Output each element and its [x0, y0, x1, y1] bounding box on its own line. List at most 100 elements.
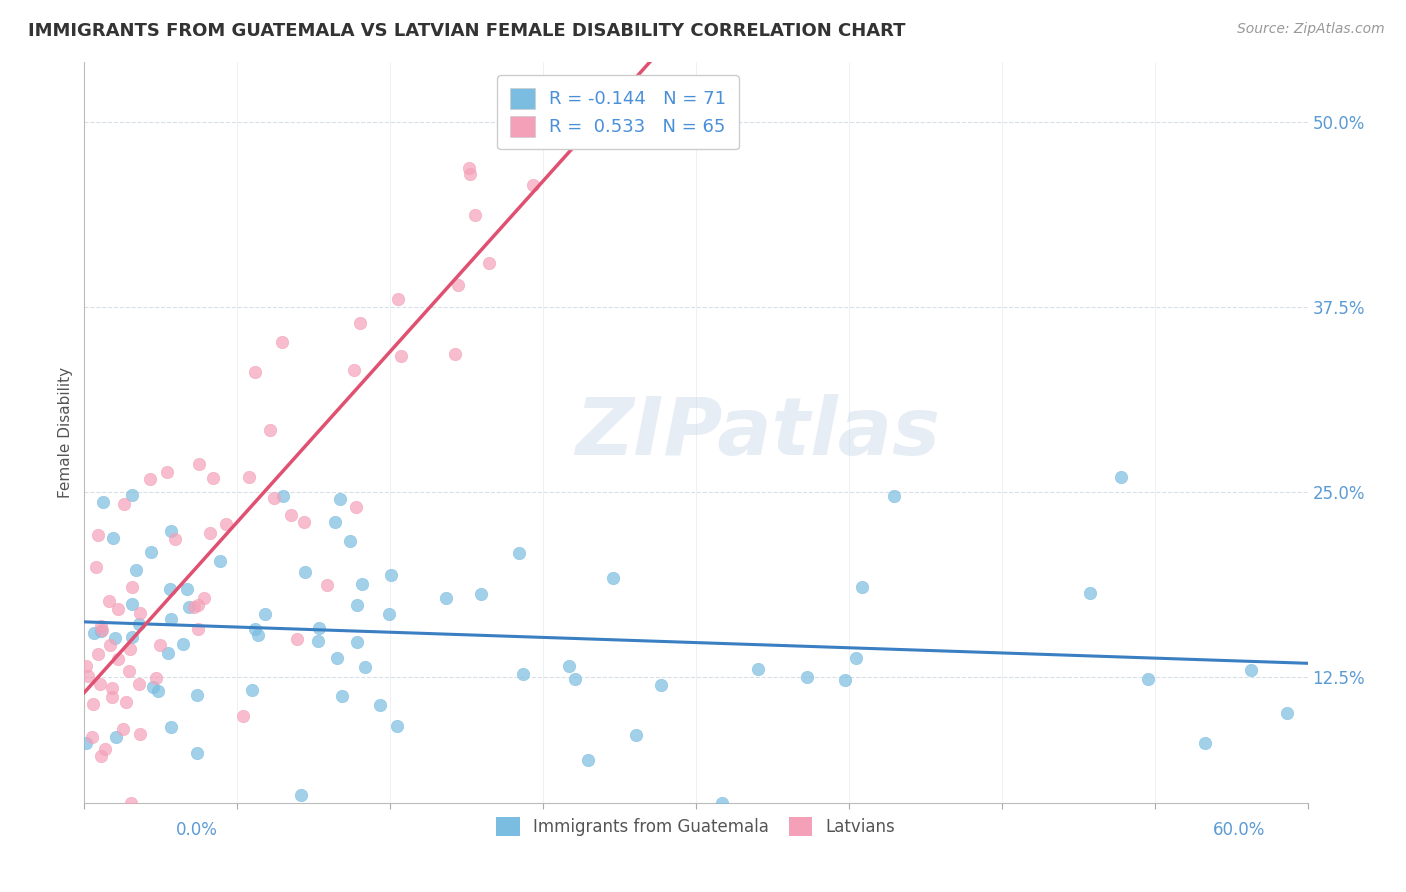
Point [97, 594, 120, 608]
Point [323, 515, 346, 529]
Point [75, 658, 97, 673]
Point [86, 560, 108, 574]
Point [107, 602, 129, 616]
Point [231, 709, 253, 723]
Point [1277, 706, 1299, 720]
Point [339, 533, 361, 548]
Point [83, 626, 105, 640]
Point [353, 660, 375, 674]
Point [711, 796, 734, 810]
Y-axis label: Female Disability: Female Disability [58, 367, 73, 499]
Point [118, 664, 141, 678]
Point [120, 796, 142, 810]
Point [179, 600, 201, 615]
Point [458, 161, 481, 176]
Point [796, 670, 818, 684]
Point [198, 525, 221, 540]
Point [522, 178, 544, 193]
Point [271, 335, 294, 350]
Point [165, 533, 187, 547]
Point [90, 619, 112, 633]
Point [329, 491, 352, 506]
Point [94, 742, 117, 756]
Point [243, 365, 266, 379]
Point [104, 632, 127, 646]
Point [240, 683, 263, 698]
Point [385, 719, 408, 733]
Point [157, 647, 180, 661]
Point [352, 577, 374, 591]
Point [845, 651, 868, 665]
Point [307, 633, 329, 648]
Point [75, 736, 97, 750]
Point [91, 495, 114, 509]
Point [294, 565, 316, 579]
Point [602, 571, 624, 585]
Point [271, 489, 294, 503]
Point [142, 680, 165, 694]
Point [159, 524, 181, 538]
Point [253, 607, 276, 621]
Point [512, 667, 534, 681]
Point [105, 730, 128, 744]
Point [346, 598, 368, 612]
Point [214, 517, 236, 532]
Point [90, 624, 112, 638]
Point [77, 669, 100, 683]
Point [326, 651, 349, 665]
Point [121, 487, 143, 501]
Point [238, 470, 260, 484]
Point [90, 749, 112, 764]
Point [121, 597, 143, 611]
Point [285, 632, 308, 647]
Point [188, 457, 211, 471]
Point [139, 545, 162, 559]
Point [572, 101, 595, 115]
Point [1137, 672, 1160, 686]
Point [389, 349, 412, 363]
Point [478, 256, 501, 270]
Point [1240, 663, 1263, 677]
Point [172, 637, 194, 651]
Point [148, 683, 170, 698]
Point [349, 316, 371, 330]
Point [145, 671, 167, 685]
Point [202, 471, 225, 485]
Point [292, 515, 315, 529]
Point [159, 612, 181, 626]
Point [159, 582, 181, 597]
Point [90, 623, 112, 637]
Point [128, 677, 150, 691]
Point [436, 591, 458, 605]
Point [128, 727, 150, 741]
Point [183, 599, 205, 614]
Point [1109, 470, 1132, 484]
Point [290, 789, 312, 803]
Point [176, 582, 198, 597]
Point [444, 347, 467, 361]
Point [121, 630, 143, 644]
Point [1078, 586, 1101, 600]
Point [380, 568, 402, 582]
Point [107, 652, 129, 666]
Point [89, 677, 111, 691]
Point [368, 698, 391, 712]
Point [458, 167, 481, 181]
Text: IMMIGRANTS FROM GUATEMALA VS LATVIAN FEMALE DISABILITY CORRELATION CHART: IMMIGRANTS FROM GUATEMALA VS LATVIAN FEM… [28, 22, 905, 40]
Point [187, 598, 209, 612]
Point [344, 500, 367, 514]
Point [259, 423, 281, 437]
Point [564, 672, 586, 686]
Point [125, 563, 148, 577]
Point [111, 722, 134, 736]
Point [576, 753, 599, 767]
Point [308, 621, 330, 635]
Text: Source: ZipAtlas.com: Source: ZipAtlas.com [1237, 22, 1385, 37]
Point [377, 607, 399, 621]
Point [139, 472, 162, 486]
Point [120, 641, 142, 656]
Point [280, 508, 302, 522]
Point [208, 553, 231, 567]
Point [129, 606, 152, 620]
Point [571, 126, 593, 140]
